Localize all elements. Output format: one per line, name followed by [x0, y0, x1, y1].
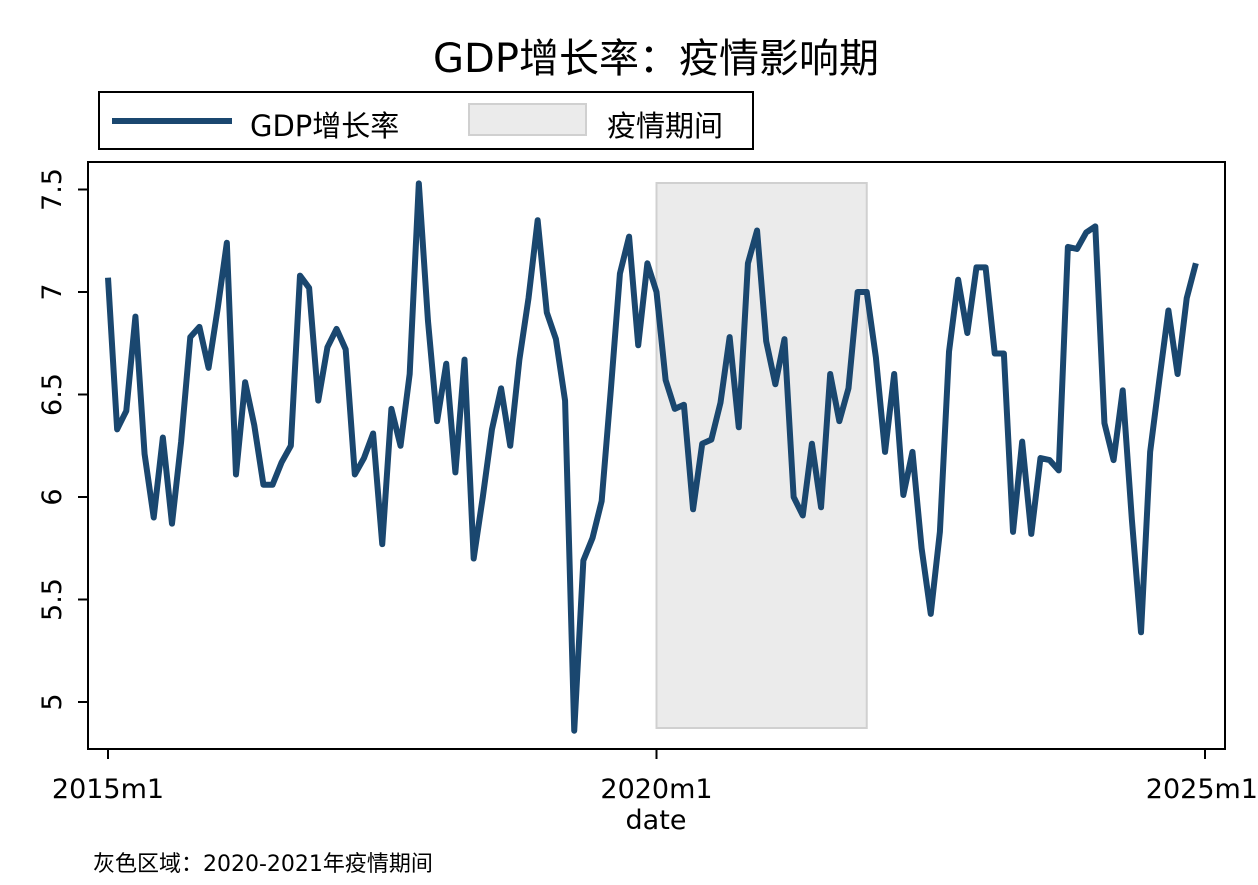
y-tick-label-5: 7.5: [37, 168, 68, 211]
series-line-gdp: [105, 180, 1199, 734]
legend: GDP增长率 疫情期间: [98, 91, 754, 150]
x-axis-label: date: [626, 805, 687, 836]
y-tick-label-2: 6: [37, 488, 68, 505]
y-tick-label-1: 5.5: [37, 578, 68, 621]
x-axis-ticks: 2015m1 2020m1 2025m1: [52, 749, 1258, 805]
y-tick-label-4: 7: [37, 283, 68, 300]
legend-line-label: GDP增长率: [250, 109, 399, 143]
chart-note: 灰色区域：2020-2021年疫情期间: [93, 852, 433, 877]
legend-shade-label: 疫情期间: [607, 109, 723, 143]
y-axis-ticks: 5 5.5 6 6.5 7 7.5: [37, 168, 88, 711]
x-tick-label-2: 2025m1: [1146, 774, 1258, 805]
y-tick-label-0: 5: [37, 693, 68, 710]
y-tick-label-3: 6.5: [37, 373, 68, 416]
plot-marks: [105, 180, 1199, 734]
x-tick-label-0: 2015m1: [52, 774, 164, 805]
legend-shade-swatch: [468, 103, 587, 136]
x-tick-label-1: 2020m1: [600, 774, 712, 805]
chart-title: GDP增长率：疫情影响期: [433, 36, 879, 82]
